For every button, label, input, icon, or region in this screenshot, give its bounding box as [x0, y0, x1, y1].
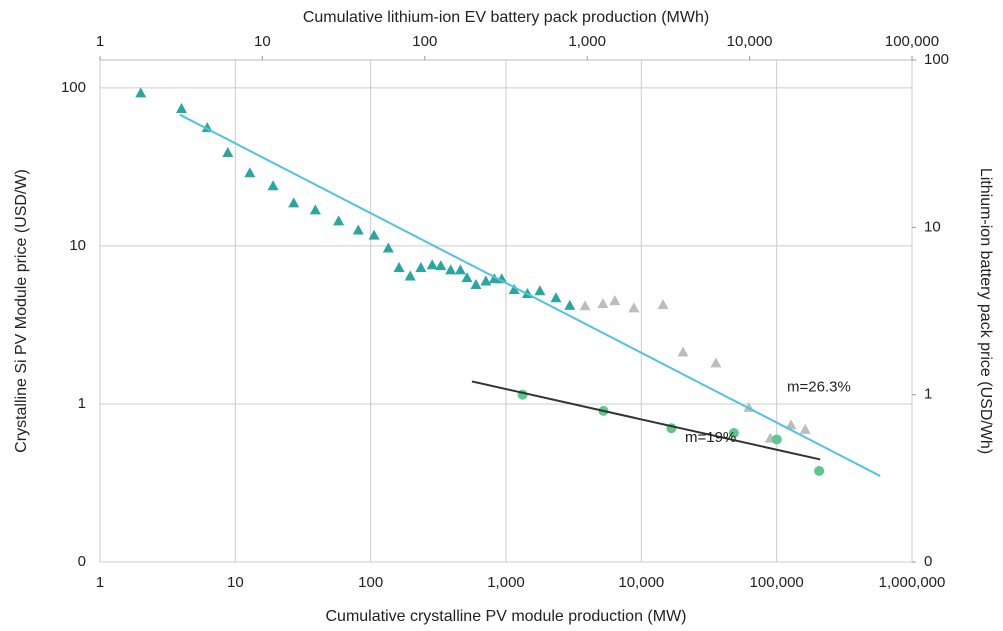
data-point — [435, 260, 447, 271]
data-point — [597, 298, 609, 309]
y-tick-label: 10 — [69, 237, 86, 254]
x-tick-label: 1,000,000 — [879, 574, 946, 591]
data-point — [382, 242, 394, 253]
data-point — [657, 299, 669, 310]
data-point — [461, 272, 473, 283]
data-point — [175, 103, 187, 114]
x-tick-label: 100,000 — [750, 574, 804, 591]
data-point — [785, 419, 797, 430]
data-point — [564, 299, 576, 310]
data-point — [496, 273, 508, 284]
data-point — [677, 346, 689, 357]
x-tick-label: 10 — [227, 574, 244, 591]
data-point — [415, 261, 427, 272]
x2-tick-label: 100 — [412, 33, 437, 50]
data-point — [368, 229, 380, 240]
x-axis-title: Cumulative crystalline PV module product… — [325, 608, 686, 625]
data-point — [508, 283, 520, 294]
data-point — [267, 180, 279, 191]
y-tick-label: 100 — [61, 79, 86, 96]
data-point — [799, 423, 811, 434]
data-point — [550, 292, 562, 303]
x2-tick-label: 1 — [96, 33, 104, 50]
data-point — [309, 204, 321, 215]
data-point — [244, 167, 256, 178]
fit-line — [179, 113, 881, 477]
x2-tick-label: 100,000 — [885, 33, 939, 50]
y-tick-label: 0 — [78, 553, 86, 570]
annotation: m=26.3% — [787, 379, 851, 396]
annotation: m=19% — [685, 429, 736, 446]
data-point — [393, 261, 405, 272]
data-point — [480, 275, 492, 286]
data-point — [135, 87, 147, 98]
y2-tick-label: 0 — [924, 553, 932, 570]
x2-tick-label: 1,000 — [568, 33, 606, 50]
data-point — [404, 270, 416, 281]
data-point — [710, 357, 722, 368]
data-point — [628, 302, 640, 313]
fit-line — [471, 380, 821, 461]
data-point — [609, 295, 621, 306]
x-tick-label: 1,000 — [487, 574, 525, 591]
data-point — [814, 465, 825, 476]
y2-tick-label: 100 — [924, 51, 949, 68]
x-tick-label: 1 — [96, 574, 104, 591]
data-point — [771, 434, 782, 445]
y2-axis-title: Lithium-ion battery pack price (USD/Wh) — [977, 168, 994, 454]
data-point — [333, 215, 345, 226]
x2-tick-label: 10 — [254, 33, 271, 50]
y2-tick-label: 10 — [924, 218, 941, 235]
data-point — [352, 224, 364, 235]
x-tick-label: 10,000 — [618, 574, 664, 591]
x2-axis-title: Cumulative lithium-ion EV battery pack p… — [303, 9, 709, 26]
data-point — [579, 300, 591, 311]
data-point — [728, 428, 739, 439]
x2-tick-label: 10,000 — [727, 33, 773, 50]
data-point — [426, 259, 438, 270]
data-point — [222, 146, 234, 157]
y-axis-title: Crystalline Si PV Module price (USD/W) — [13, 169, 30, 453]
data-point — [454, 264, 466, 275]
data-point — [470, 278, 482, 289]
x-tick-label: 100 — [358, 574, 383, 591]
y-tick-label: 1 — [78, 395, 86, 412]
data-point — [488, 273, 500, 284]
data-point — [534, 285, 546, 296]
data-point — [288, 197, 300, 208]
data-point — [445, 264, 457, 275]
y2-tick-label: 1 — [924, 386, 932, 403]
